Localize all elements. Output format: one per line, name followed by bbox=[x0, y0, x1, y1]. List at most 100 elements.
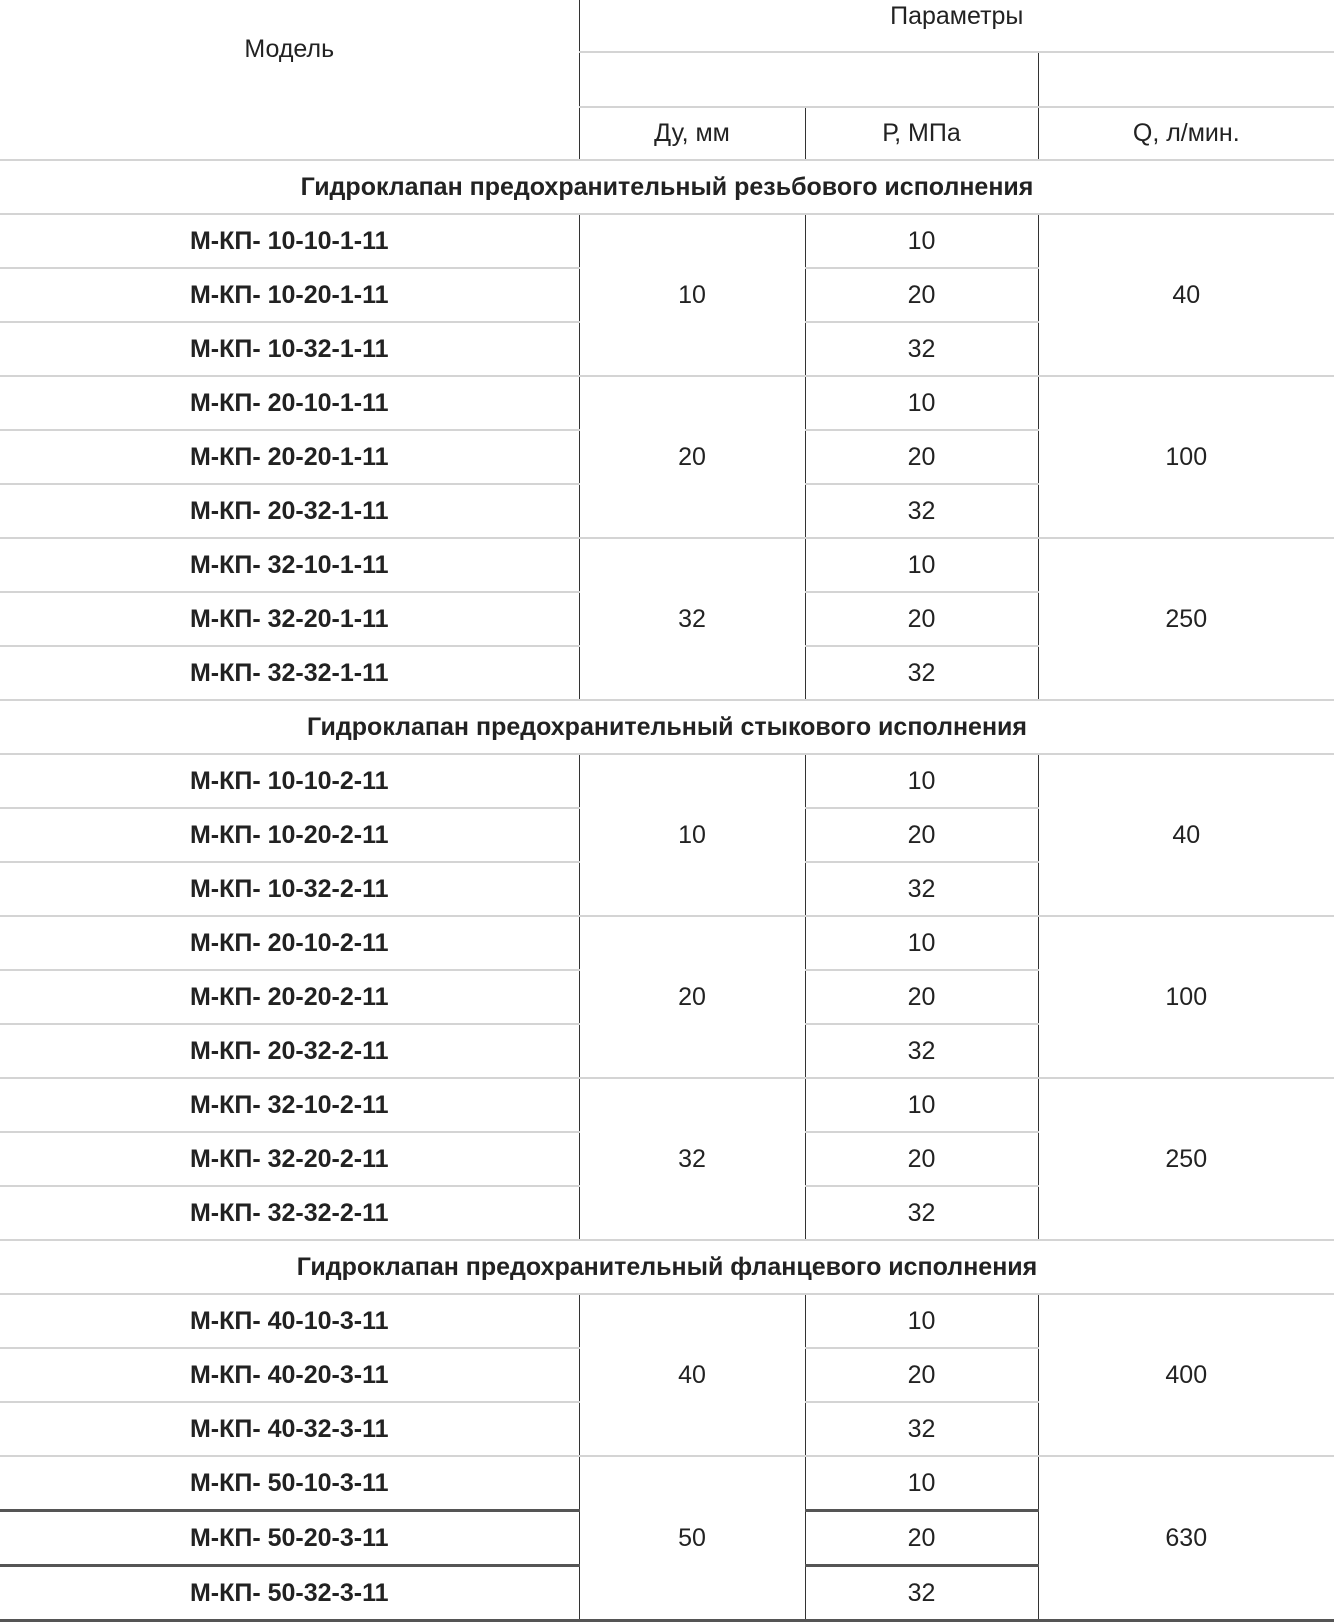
table-row: М-КП- 20-10-1-11 20 10 100 bbox=[0, 376, 1334, 539]
flow-cell: 40 bbox=[1037, 754, 1334, 917]
du-cell: 10 bbox=[578, 754, 805, 917]
pressure-cell: 20 bbox=[804, 430, 1038, 485]
model-cell: М-КП- 10-32-1-11 bbox=[0, 322, 579, 377]
model-cell: М-КП- 40-32-3-11 bbox=[0, 1402, 579, 1457]
model-cell: М-КП- 10-10-2-11 bbox=[0, 754, 579, 809]
pressure-cell: 32 bbox=[804, 1186, 1038, 1241]
pressure-cell: 10 bbox=[804, 754, 1038, 809]
flow-cell: 250 bbox=[1037, 538, 1334, 701]
header-empty-cell bbox=[1037, 52, 1334, 108]
flow-cell: 100 bbox=[1037, 916, 1334, 1079]
header-params: Параметры bbox=[578, 0, 1334, 53]
table-row: М-КП- 10-20-2-11 20 bbox=[0, 808, 1334, 863]
model-cell: М-КП- 20-32-1-11 bbox=[0, 484, 579, 539]
table-row: М-КП- 50-10-3-11 50 10 630 bbox=[0, 1456, 1334, 1622]
table-row: М-КП- 10-32-1-11 32 bbox=[0, 322, 1334, 377]
pressure-cell: 10 bbox=[804, 214, 1038, 269]
du-cell: 20 bbox=[578, 376, 805, 539]
model-cell: М-КП- 32-32-1-11 bbox=[0, 646, 579, 701]
table-row: М-КП- 10-20-1-11 20 bbox=[0, 268, 1334, 323]
header-du: Ду, мм bbox=[578, 107, 805, 161]
pressure-cell: 20 bbox=[804, 1132, 1038, 1187]
table-body: Гидроклапан предохранительный резьбового… bbox=[0, 160, 1334, 1622]
model-cell: М-КП- 50-10-3-11 bbox=[0, 1456, 579, 1512]
pressure-cell: 10 bbox=[804, 1294, 1038, 1349]
pressure-cell: 20 bbox=[804, 970, 1038, 1025]
pressure-cell: 32 bbox=[804, 862, 1038, 917]
header-p: Р, МПа bbox=[804, 107, 1038, 161]
table-row: М-КП- 10-10-1-11 10 10 40 bbox=[0, 214, 1334, 377]
section-title: Гидроклапан предохранительный фланцевого… bbox=[0, 1240, 1334, 1295]
pressure-cell: 10 bbox=[804, 376, 1038, 431]
table-row: М-КП- 40-10-3-11 40 10 400 bbox=[0, 1294, 1334, 1457]
model-cell: М-КП- 32-20-1-11 bbox=[0, 592, 579, 647]
header-empty-cell bbox=[578, 52, 1038, 108]
flow-cell: 100 bbox=[1037, 376, 1334, 539]
pressure-cell: 10 bbox=[804, 1078, 1038, 1133]
table-header: Модель Параметры Ду, мм Р, МПа Q, л/мин. bbox=[0, 0, 1334, 161]
model-cell: М-КП- 32-10-1-11 bbox=[0, 538, 579, 593]
pressure-cell: 20 bbox=[804, 808, 1038, 863]
model-cell: М-КП- 10-10-1-11 bbox=[0, 214, 579, 269]
section-title: Гидроклапан предохранительный стыкового … bbox=[0, 700, 1334, 755]
table-row: М-КП- 20-10-2-11 20 10 100 bbox=[0, 916, 1334, 1079]
section-title-row: Гидроклапан предохранительный стыкового … bbox=[0, 700, 1334, 755]
pressure-cell: 10 bbox=[804, 916, 1038, 971]
table-row: М-КП- 20-32-2-11 32 bbox=[0, 1024, 1334, 1079]
table-row: М-КП- 10-32-2-11 32 bbox=[0, 862, 1334, 917]
model-cell: М-КП- 20-20-2-11 bbox=[0, 970, 579, 1025]
table-row: М-КП- 40-32-3-11 32 bbox=[0, 1402, 1334, 1457]
table-row: М-КП- 32-32-1-11 32 bbox=[0, 646, 1334, 701]
model-cell: М-КП- 40-10-3-11 bbox=[0, 1294, 579, 1349]
model-cell: М-КП- 40-20-3-11 bbox=[0, 1348, 579, 1403]
model-cell: М-КП- 20-20-1-11 bbox=[0, 430, 579, 485]
table-row: М-КП- 32-10-1-11 32 10 250 bbox=[0, 538, 1334, 701]
pressure-cell: 20 bbox=[804, 1348, 1038, 1403]
table-row: М-КП- 20-32-1-11 32 bbox=[0, 484, 1334, 539]
table-row: М-КП- 20-20-1-11 20 bbox=[0, 430, 1334, 485]
model-cell: М-КП- 32-10-2-11 bbox=[0, 1078, 579, 1133]
table-row: М-КП- 32-32-2-11 32 bbox=[0, 1186, 1334, 1241]
pressure-cell: 20 bbox=[804, 592, 1038, 647]
table-row: М-КП- 50-32-3-11 32 bbox=[0, 1565, 1334, 1622]
section-title: Гидроклапан предохранительный резьбового… bbox=[0, 160, 1334, 215]
pressure-cell: 10 bbox=[804, 1456, 1038, 1512]
du-cell: 32 bbox=[578, 1078, 805, 1241]
header-q: Q, л/мин. bbox=[1037, 107, 1334, 161]
section-title-row: Гидроклапан предохранительный резьбового… bbox=[0, 160, 1334, 215]
pressure-cell: 20 bbox=[804, 268, 1038, 323]
table-row: М-КП- 32-20-2-11 20 bbox=[0, 1132, 1334, 1187]
du-cell: 50 bbox=[578, 1456, 805, 1622]
pressure-cell: 32 bbox=[804, 1024, 1038, 1079]
du-cell: 40 bbox=[578, 1294, 805, 1457]
model-cell: М-КП- 20-10-1-11 bbox=[0, 376, 579, 431]
model-cell: М-КП- 20-10-2-11 bbox=[0, 916, 579, 971]
pressure-cell: 32 bbox=[804, 322, 1038, 377]
flow-cell: 630 bbox=[1037, 1456, 1334, 1622]
table-row: М-КП- 32-10-2-11 32 10 250 bbox=[0, 1078, 1334, 1241]
table-row: М-КП- 50-20-3-11 20 bbox=[0, 1510, 1334, 1567]
model-cell: М-КП- 20-32-2-11 bbox=[0, 1024, 579, 1079]
pressure-cell: 10 bbox=[804, 538, 1038, 593]
table-row: М-КП- 40-20-3-11 20 bbox=[0, 1348, 1334, 1403]
du-cell: 10 bbox=[578, 214, 805, 377]
table-row: М-КП- 32-20-1-11 20 bbox=[0, 592, 1334, 647]
du-cell: 20 bbox=[578, 916, 805, 1079]
model-cell: М-КП- 10-20-2-11 bbox=[0, 808, 579, 863]
model-cell: М-КП- 10-20-1-11 bbox=[0, 268, 579, 323]
pressure-cell: 32 bbox=[804, 1565, 1038, 1622]
flow-cell: 40 bbox=[1037, 214, 1334, 377]
pressure-cell: 20 bbox=[804, 1510, 1038, 1567]
table-row: М-КП- 10-10-2-11 10 10 40 bbox=[0, 754, 1334, 917]
pressure-cell: 32 bbox=[804, 646, 1038, 701]
table-row: М-КП- 20-20-2-11 20 bbox=[0, 970, 1334, 1025]
du-cell: 32 bbox=[578, 538, 805, 701]
pressure-cell: 32 bbox=[804, 484, 1038, 539]
pressure-cell: 32 bbox=[804, 1402, 1038, 1457]
section-title-row: Гидроклапан предохранительный фланцевого… bbox=[0, 1240, 1334, 1295]
flow-cell: 250 bbox=[1037, 1078, 1334, 1241]
model-cell: М-КП- 32-20-2-11 bbox=[0, 1132, 579, 1187]
model-cell: М-КП- 10-32-2-11 bbox=[0, 862, 579, 917]
model-cell: М-КП- 50-32-3-11 bbox=[0, 1565, 579, 1622]
